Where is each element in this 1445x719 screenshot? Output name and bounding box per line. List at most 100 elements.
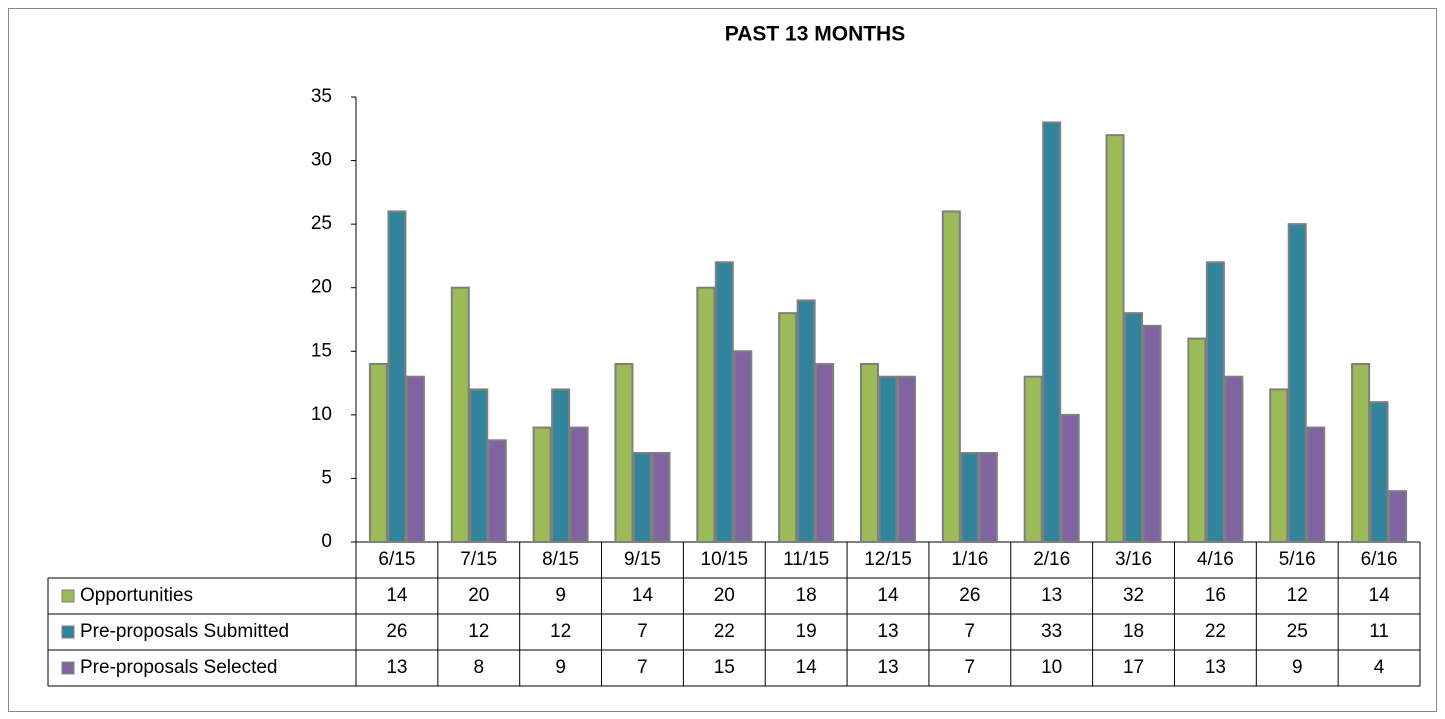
bar: [733, 350, 753, 543]
table-value: 12: [1287, 585, 1308, 606]
y-tick-label: 20: [311, 277, 332, 298]
x-tick-label: 1/16: [951, 549, 988, 570]
bar: [1351, 363, 1371, 543]
table-value: 18: [796, 585, 817, 606]
bar: [487, 439, 507, 543]
table-value: 4: [1374, 657, 1385, 678]
x-tick-label: 4/16: [1197, 549, 1234, 570]
bar: [368, 363, 388, 543]
bar: [1306, 426, 1326, 544]
bar: [878, 375, 898, 544]
table-value: 7: [637, 621, 648, 642]
table-value: 8: [473, 657, 484, 678]
bar: [1287, 223, 1307, 543]
table-value: 13: [386, 657, 407, 678]
x-tick-label: 11/15: [783, 549, 829, 570]
bar: [405, 375, 425, 544]
chart-title: PAST 13 MONTHS: [725, 23, 905, 46]
y-tick-label: 25: [311, 213, 332, 234]
table-value: 19: [796, 621, 817, 642]
table-value: 18: [1123, 621, 1144, 642]
bar: [714, 261, 734, 543]
table-value: 20: [468, 585, 489, 606]
table-value: 15: [714, 657, 735, 678]
table-value: 22: [714, 621, 735, 642]
table-value: 7: [965, 621, 976, 642]
table-value: 14: [796, 657, 818, 678]
bar: [1187, 337, 1207, 544]
x-tick-label: 6/15: [378, 549, 415, 570]
table-value: 12: [550, 621, 571, 642]
bar: [860, 363, 879, 543]
table-value: 13: [1041, 585, 1062, 606]
bar: [450, 286, 470, 544]
bar: [387, 210, 407, 544]
table-value: 26: [959, 585, 980, 606]
bar: [1060, 413, 1080, 544]
bar: [978, 452, 998, 543]
bar: [696, 286, 716, 544]
bar: [1023, 375, 1043, 544]
x-tick-label: 6/16: [1361, 549, 1398, 570]
bar: [1224, 375, 1244, 544]
table-value: 22: [1205, 621, 1226, 642]
y-tick-label: 15: [311, 340, 332, 361]
x-tick-label: 5/16: [1279, 549, 1316, 570]
table-value: 14: [1369, 585, 1391, 606]
bar: [469, 388, 489, 543]
table-value: 14: [632, 585, 654, 606]
table-value: 9: [1292, 657, 1303, 678]
x-tick-label: 3/16: [1115, 549, 1152, 570]
table-value: 9: [555, 585, 566, 606]
bar: [632, 452, 652, 543]
bar: [1042, 121, 1062, 544]
table-value: 7: [965, 657, 976, 678]
table-value: 25: [1287, 621, 1308, 642]
table-value: 16: [1205, 585, 1226, 606]
table-value: 9: [555, 657, 566, 678]
x-tick-label: 10/15: [701, 549, 749, 570]
table-value: 12: [468, 621, 489, 642]
x-tick-label: 9/15: [624, 549, 661, 570]
bar: [651, 452, 671, 543]
table-value: 7: [637, 657, 648, 678]
y-tick-label: 0: [321, 531, 332, 552]
table-value: 20: [714, 585, 735, 606]
table-value: 13: [877, 657, 898, 678]
legend-swatch: [61, 589, 75, 603]
bar: [960, 452, 980, 543]
legend-swatch: [61, 661, 75, 675]
x-tick-label: 2/16: [1033, 549, 1070, 570]
bar: [897, 375, 916, 544]
legend-label: Pre-proposals Selected: [80, 657, 278, 678]
bar: [1369, 401, 1389, 543]
table-value: 10: [1041, 657, 1062, 678]
bar: [1105, 134, 1125, 543]
y-tick-label: 10: [311, 404, 332, 425]
x-tick-label: 8/15: [542, 549, 579, 570]
bar: [815, 363, 835, 543]
bar: [1269, 388, 1289, 543]
legend-swatch: [61, 625, 75, 639]
y-tick-label: 30: [311, 150, 332, 171]
table-value: 13: [877, 621, 898, 642]
y-tick-label: 5: [321, 467, 332, 488]
bar: [941, 210, 961, 544]
bar: [532, 426, 552, 544]
table-value: 14: [877, 585, 899, 606]
x-tick-label: 7/15: [460, 549, 497, 570]
x-tick-label: 12/15: [864, 549, 912, 570]
table-value: 32: [1123, 585, 1144, 606]
bar: [1142, 324, 1162, 543]
table-value: 17: [1123, 657, 1144, 678]
bar: [778, 312, 798, 543]
legend-label: Pre-proposals Submitted: [80, 621, 289, 642]
bar: [614, 363, 634, 543]
table-value: 26: [386, 621, 407, 642]
bar: [1124, 312, 1144, 543]
bar: [1205, 261, 1225, 543]
table-value: 33: [1041, 621, 1062, 642]
table-value: 11: [1369, 621, 1389, 642]
y-tick-label: 35: [311, 86, 332, 107]
